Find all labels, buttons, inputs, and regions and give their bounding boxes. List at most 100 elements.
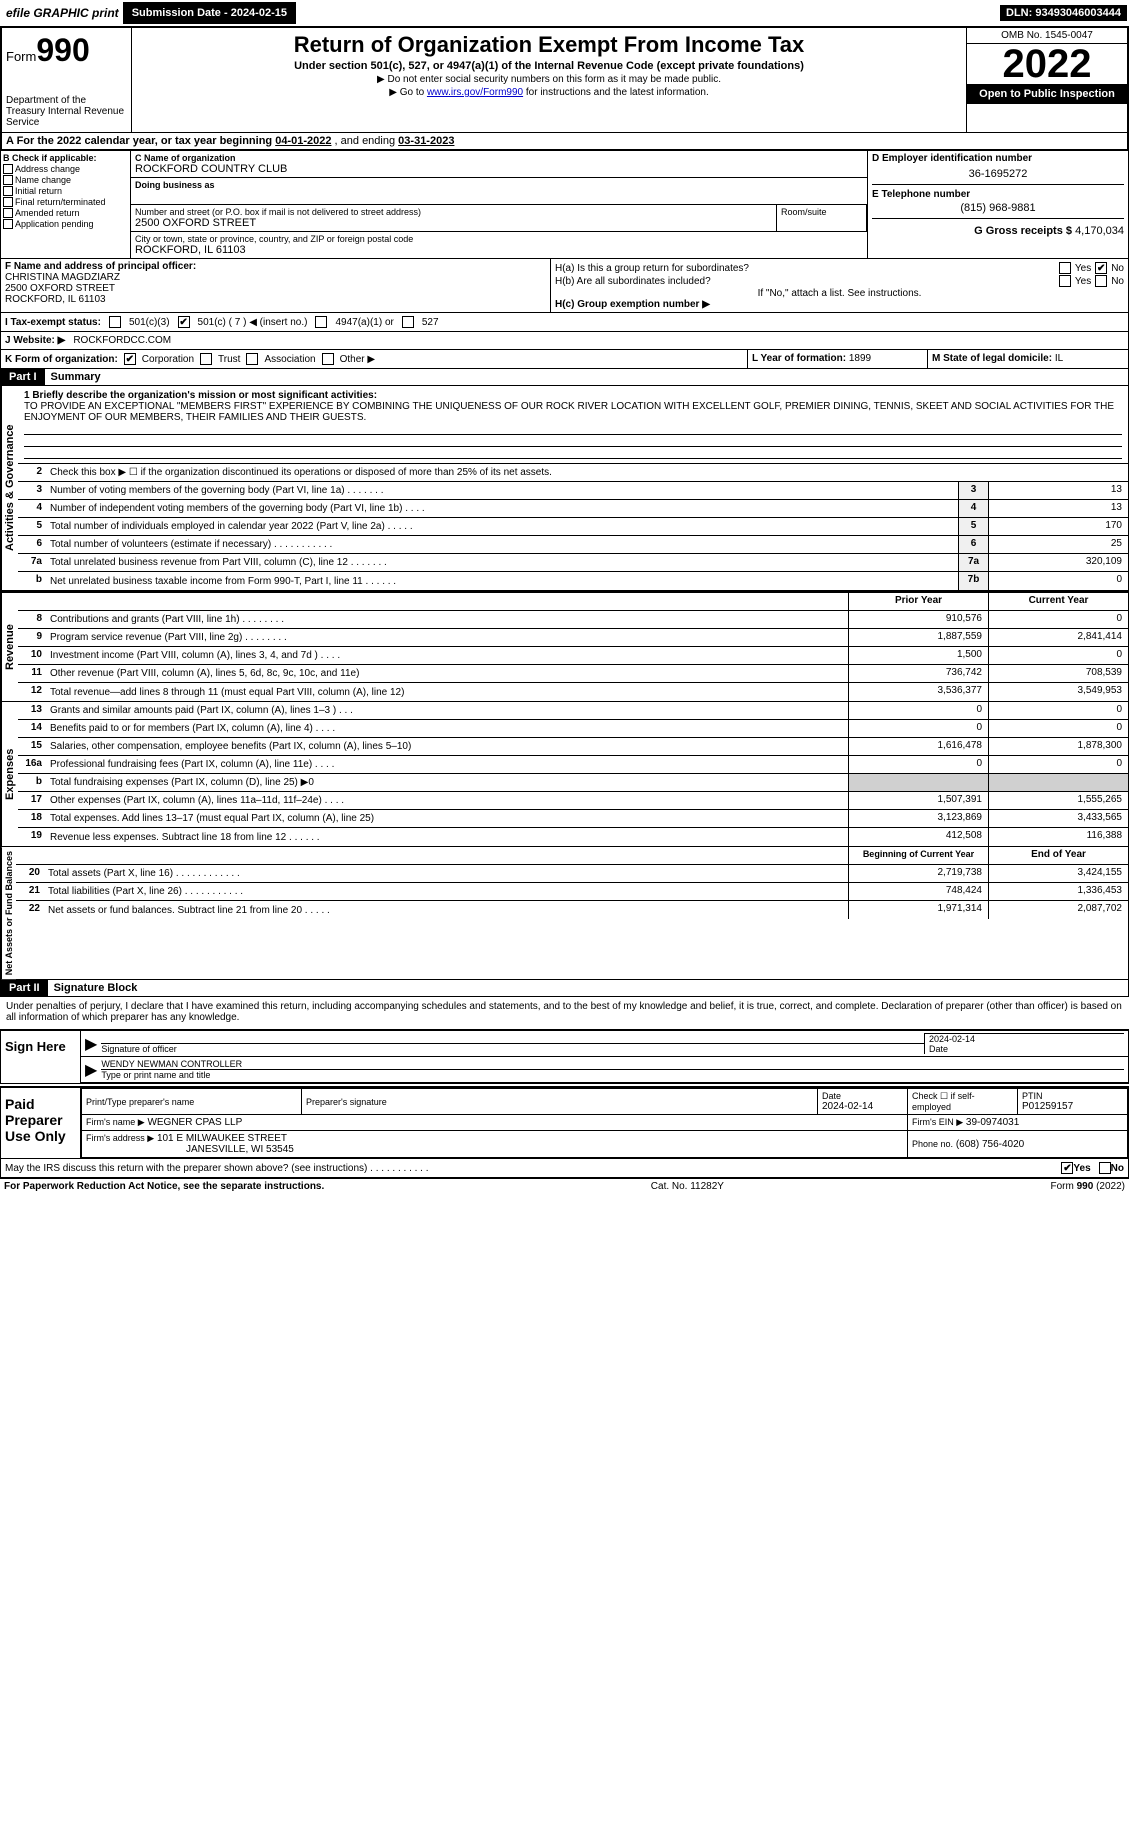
org-name-field: C Name of organization ROCKFORD COUNTRY … [131, 151, 867, 178]
paid-preparer-block: Paid Preparer Use Only Print/Type prepar… [0, 1086, 1129, 1178]
ein-field: D Employer identification number 36-1695… [872, 153, 1124, 185]
box-b: B Check if applicable: Address changeNam… [1, 151, 131, 258]
firm-addr2-value: JANESVILLE, WI 53545 [186, 1144, 294, 1155]
prior-value: 3,123,869 [848, 810, 988, 827]
period-mid: , and ending [335, 135, 399, 147]
h-a-yes[interactable] [1059, 262, 1071, 274]
h-b-line: H(b) Are all subordinates included? Yes … [555, 275, 1124, 287]
prep-date-value: 2024-02-14 [822, 1101, 903, 1112]
submission-date-button[interactable]: Submission Date - 2024-02-15 [123, 2, 296, 24]
prior-value: 3,536,377 [848, 683, 988, 701]
prior-value [848, 774, 988, 791]
h-a-no[interactable]: ✔ [1095, 262, 1107, 274]
city-label: City or town, state or province, country… [135, 234, 863, 244]
lbl-corp: Corporation [142, 354, 194, 365]
k-label: K Form of organization: [5, 354, 118, 365]
line-number: 22 [16, 901, 44, 919]
h-a-line: H(a) Is this a group return for subordin… [555, 262, 1124, 274]
chk-527[interactable] [402, 316, 414, 328]
line-number: 5 [18, 518, 46, 535]
h-b-label: H(b) Are all subordinates included? [555, 276, 711, 287]
checkbox[interactable] [3, 197, 13, 207]
street-row: Number and street (or P.O. box if mail i… [131, 205, 867, 232]
street-field: Number and street (or P.O. box if mail i… [131, 205, 777, 231]
prep-row-3: Firm's address ▶ 101 E MILWAUKEE STREETJ… [82, 1131, 1128, 1158]
h-b-yes[interactable] [1059, 275, 1071, 287]
officer-addr1: 2500 OXFORD STREET [5, 283, 546, 294]
end-year-hdr: End of Year [988, 847, 1128, 864]
line-box: 6 [958, 536, 988, 553]
line-desc: Investment income (Part VIII, column (A)… [46, 647, 848, 664]
rev-hdr-blank1 [18, 593, 46, 610]
lbl-501c3: 501(c)(3) [129, 317, 170, 328]
discuss-no-chk[interactable] [1099, 1162, 1111, 1174]
sign-row: Sign Here ▶ Signature of officer 2024-02… [1, 1031, 1128, 1083]
box-b-option: Address change [3, 164, 128, 174]
checkbox[interactable] [3, 208, 13, 218]
line-number: 13 [18, 702, 46, 719]
discuss-label: May the IRS discuss this return with the… [5, 1163, 1061, 1174]
current-value: 3,549,953 [988, 683, 1128, 701]
chk-assoc[interactable] [246, 353, 258, 365]
chk-other[interactable] [322, 353, 334, 365]
street-value: 2500 OXFORD STREET [135, 217, 772, 229]
chk-4947[interactable] [315, 316, 327, 328]
line-number: 20 [16, 865, 44, 882]
org-name: ROCKFORD COUNTRY CLUB [135, 163, 863, 175]
year-box: OMB No. 1545-0047 2022 Open to Public In… [967, 28, 1127, 132]
gross-value: 4,170,034 [1075, 225, 1124, 237]
part1-badge: Part I [1, 369, 45, 385]
chk-501c[interactable]: ✔ [178, 316, 190, 328]
footer: For Paperwork Reduction Act Notice, see … [0, 1178, 1129, 1194]
officer-addr2: ROCKFORD, IL 61103 [5, 294, 546, 305]
chk-corp[interactable]: ✔ [124, 353, 136, 365]
gross-receipts: G Gross receipts $ 4,170,034 [872, 219, 1124, 237]
table-row: 17Other expenses (Part IX, column (A), l… [18, 792, 1128, 810]
na-hdr-blank2 [44, 847, 848, 864]
checkbox[interactable] [3, 186, 13, 196]
gov-body: 1 Briefly describe the organization's mi… [18, 386, 1128, 590]
chk-501c3[interactable] [109, 316, 121, 328]
h-c-label: H(c) Group exemption number ▶ [555, 299, 1124, 310]
current-value: 2,841,414 [988, 629, 1128, 646]
line2-num: 2 [18, 464, 46, 481]
box-b-option: Application pending [3, 219, 128, 229]
checkbox[interactable] [3, 164, 13, 174]
begin-year-hdr: Beginning of Current Year [848, 847, 988, 864]
firm-phone-cell: Phone no. (608) 756-4020 [908, 1131, 1128, 1158]
city-field: City or town, state or province, country… [131, 232, 867, 258]
chk-trust[interactable] [200, 353, 212, 365]
checkbox[interactable] [3, 219, 13, 229]
gov-row: 3Number of voting members of the governi… [18, 482, 1128, 500]
h-b-yn: Yes No [1059, 275, 1124, 287]
addr-label: Number and street (or P.O. box if mail i… [135, 207, 772, 217]
checkbox-label: Initial return [15, 186, 62, 196]
table-row: 11Other revenue (Part VIII, column (A), … [18, 665, 1128, 683]
prior-value: 0 [848, 756, 988, 773]
line2-desc: Check this box ▶ ☐ if the organization d… [46, 464, 1128, 481]
firm-ein-value: 39-0974031 [966, 1117, 1019, 1128]
form-number: 990 [36, 32, 89, 68]
prep-row: Paid Preparer Use Only Print/Type prepar… [1, 1088, 1128, 1158]
mission-text: TO PROVIDE AN EXCEPTIONAL "MEMBERS FIRST… [24, 401, 1122, 423]
ptin-label: PTIN [1022, 1091, 1123, 1101]
line-box: 5 [958, 518, 988, 535]
line-desc: Grants and similar amounts paid (Part IX… [46, 702, 848, 719]
box-b-title: B Check if applicable: [3, 153, 128, 163]
subtitle: Under section 501(c), 527, or 4947(a)(1)… [136, 60, 962, 72]
prep-fields: Print/Type preparer's name Preparer's si… [81, 1088, 1128, 1158]
gov-side-label: Activities & Governance [1, 386, 18, 590]
discuss-yes-chk[interactable]: ✔ [1061, 1162, 1073, 1174]
prep-table: Print/Type preparer's name Preparer's si… [81, 1088, 1128, 1158]
dept-label: Department of the Treasury Internal Reve… [6, 95, 127, 128]
irs-link[interactable]: www.irs.gov/Form990 [427, 87, 523, 98]
phone-field: E Telephone number (815) 968-9881 [872, 185, 1124, 219]
sig-date-field: 2024-02-14 Date [924, 1033, 1124, 1054]
officer-name-field: WENDY NEWMAN CONTROLLER Type or print na… [101, 1059, 1124, 1080]
checkbox[interactable] [3, 175, 13, 185]
firm-name-label: Firm's name ▶ [86, 1117, 145, 1127]
discuss-no: No [1111, 1163, 1124, 1174]
firm-name-cell: Firm's name ▶ WEGNER CPAS LLP [82, 1115, 908, 1131]
h-b-no[interactable] [1095, 275, 1107, 287]
prior-value: 1,887,559 [848, 629, 988, 646]
